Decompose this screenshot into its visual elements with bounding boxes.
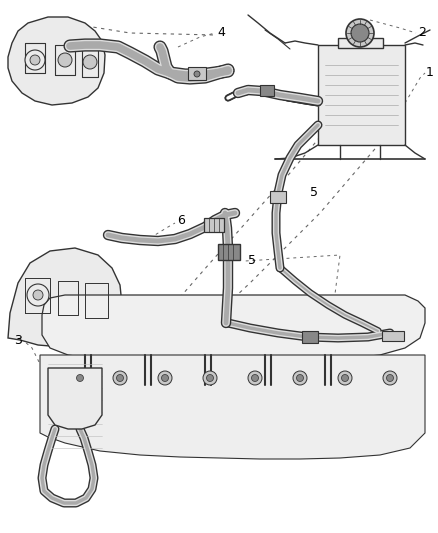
Circle shape — [27, 284, 49, 306]
Circle shape — [73, 371, 87, 385]
Circle shape — [351, 24, 369, 42]
Polygon shape — [42, 295, 425, 358]
Polygon shape — [48, 368, 102, 429]
Bar — [318, 45, 405, 145]
Circle shape — [162, 375, 169, 382]
Circle shape — [28, 51, 42, 65]
Circle shape — [297, 375, 304, 382]
Circle shape — [58, 53, 72, 67]
Polygon shape — [8, 17, 105, 105]
Circle shape — [248, 371, 262, 385]
Circle shape — [25, 50, 45, 70]
Text: 4: 4 — [217, 27, 225, 39]
Text: 3: 3 — [14, 335, 22, 348]
Circle shape — [342, 375, 349, 382]
Text: 5: 5 — [248, 254, 256, 268]
Bar — [382, 331, 404, 341]
Circle shape — [113, 371, 127, 385]
Circle shape — [30, 55, 40, 65]
Bar — [204, 218, 224, 232]
Text: 2: 2 — [418, 27, 426, 39]
Circle shape — [117, 375, 124, 382]
Circle shape — [206, 375, 213, 382]
Circle shape — [293, 371, 307, 385]
Circle shape — [203, 371, 217, 385]
Circle shape — [83, 55, 97, 69]
Circle shape — [158, 371, 172, 385]
Circle shape — [251, 375, 258, 382]
Polygon shape — [8, 248, 122, 347]
Bar — [338, 38, 383, 48]
Polygon shape — [40, 355, 425, 459]
Bar — [188, 67, 206, 80]
Circle shape — [33, 290, 43, 300]
Text: 5: 5 — [310, 187, 318, 199]
Circle shape — [338, 371, 352, 385]
Circle shape — [194, 71, 200, 77]
Text: 6: 6 — [177, 214, 185, 228]
Bar — [270, 191, 286, 203]
Bar — [260, 85, 274, 96]
Circle shape — [386, 375, 393, 382]
Circle shape — [346, 19, 374, 47]
Bar — [302, 331, 318, 343]
Bar — [218, 244, 240, 260]
Text: 1: 1 — [426, 67, 434, 79]
Circle shape — [77, 375, 84, 382]
Circle shape — [383, 371, 397, 385]
